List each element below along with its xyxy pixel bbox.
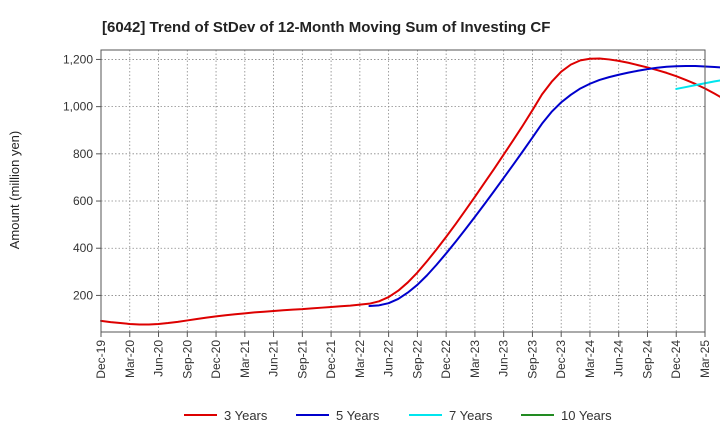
x-tick-label: Sep-20 [180, 340, 194, 379]
series-line-3-years [100, 57, 720, 326]
y-tick-label: 800 [73, 147, 93, 161]
legend: 3 Years 5 Years 7 Years 10 Years [184, 408, 612, 423]
x-tick-label: Dec-22 [439, 340, 453, 379]
x-tick-label: Mar-21 [238, 340, 252, 378]
x-tick-label: Mar-24 [583, 340, 597, 378]
legend-label-7-years: 7 Years [449, 408, 493, 423]
x-tick-label: Mar-25 [698, 340, 712, 378]
x-tick-label: Mar-20 [123, 340, 137, 378]
x-tick-label: Sep-23 [525, 340, 539, 379]
series-line-5-years [368, 65, 720, 308]
y-tick-label: 1,200 [63, 52, 93, 66]
legend-label-3-years: 3 Years [224, 408, 268, 423]
x-tick-label: Mar-22 [353, 340, 367, 378]
y-axis-ticks: 200 400 600 800 1,000 1,200 [63, 52, 101, 302]
series-lines [100, 57, 720, 326]
plot-area-frame [100, 49, 706, 333]
series-line-7-years [675, 79, 720, 90]
grid-lines [100, 50, 706, 332]
chart-title: [6042] Trend of StDev of 12-Month Moving… [102, 19, 550, 36]
x-tick-label: Jun-22 [382, 340, 396, 377]
x-tick-label: Mar-23 [468, 340, 482, 378]
y-axis-label: Amount (million yen) [7, 131, 22, 250]
x-tick-label: Dec-21 [324, 340, 338, 379]
x-tick-label: Jun-21 [267, 340, 281, 377]
y-tick-label: 200 [73, 288, 93, 302]
x-tick-label: Jun-20 [152, 340, 166, 377]
legend-label-5-years: 5 Years [336, 408, 380, 423]
x-tick-label: Sep-24 [640, 340, 654, 379]
x-tick-label: Jun-23 [497, 340, 511, 377]
x-axis-ticks: Dec-19 Mar-20 Jun-20 Sep-20 Dec-20 Mar-21 Jun-… [94, 332, 712, 379]
x-tick-label: Dec-24 [669, 340, 683, 379]
x-tick-label: Jun-24 [612, 340, 626, 377]
x-tick-label: Dec-23 [554, 340, 568, 379]
legend-label-10-years: 10 Years [561, 408, 612, 423]
x-tick-label: Dec-19 [94, 340, 108, 379]
x-tick-label: Dec-20 [209, 340, 223, 379]
x-tick-label: Sep-22 [410, 340, 424, 379]
y-tick-label: 400 [73, 241, 93, 255]
y-tick-label: 600 [73, 194, 93, 208]
x-tick-label: Sep-21 [295, 340, 309, 379]
y-tick-label: 1,000 [63, 100, 93, 114]
